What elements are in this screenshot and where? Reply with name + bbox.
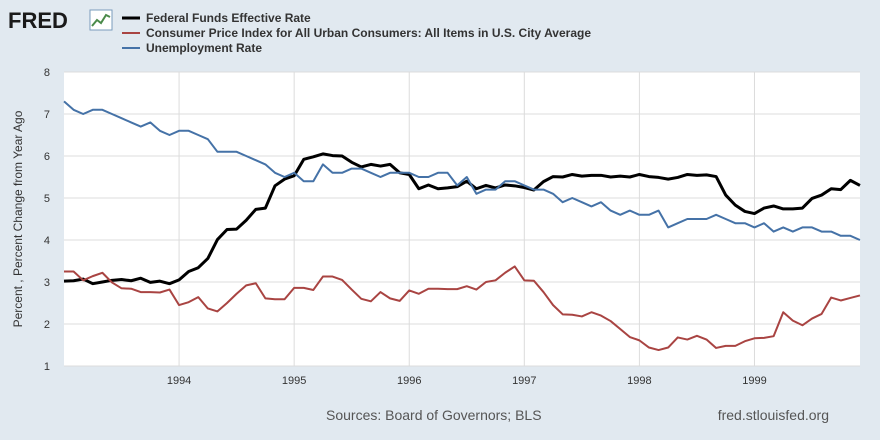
x-axis: 1994 1995 1996 1997 1998 1999	[167, 375, 767, 387]
y-tick-label: 4	[44, 235, 50, 247]
y-tick-label: 5	[44, 193, 50, 205]
plot-area	[64, 72, 860, 366]
y-axis-label: Percent , Percent Change from Year Ago	[11, 110, 25, 327]
y-tick-label: 7	[44, 109, 50, 121]
grid	[64, 71, 860, 367]
legend-item-label: Unemployment Rate	[146, 41, 262, 55]
fred-site-link[interactable]: fred.stlouisfed.org	[718, 407, 829, 423]
y-axis: 1 2 3 4 5 6 7 8	[44, 67, 50, 373]
legend-item-label: Consumer Price Index for All Urban Consu…	[146, 26, 591, 40]
legend-item-label: Federal Funds Effective Rate	[146, 11, 311, 25]
series-line-0	[63, 152, 861, 286]
sources-text: Sources: Board of Governors; BLS	[326, 407, 542, 423]
fred-logo-text: FRED	[8, 8, 68, 33]
y-tick-label: 8	[44, 67, 50, 79]
y-tick-label: 2	[44, 319, 50, 331]
y-tick-label: 3	[44, 277, 50, 289]
x-tick-label: 1995	[282, 375, 306, 387]
series-line-1	[64, 265, 861, 352]
fred-logo[interactable]: FRED	[8, 8, 113, 33]
y-tick-label: 6	[44, 151, 50, 163]
y-tick-label: 1	[44, 361, 50, 373]
chart-logo-icon	[89, 9, 113, 31]
x-tick-label: 1997	[512, 375, 536, 387]
series-line-2	[63, 100, 861, 241]
series-lines	[63, 100, 861, 352]
x-tick-label: 1998	[627, 375, 651, 387]
x-tick-label: 1999	[742, 375, 766, 387]
x-tick-label: 1994	[167, 375, 191, 387]
x-tick-label: 1996	[397, 375, 421, 387]
